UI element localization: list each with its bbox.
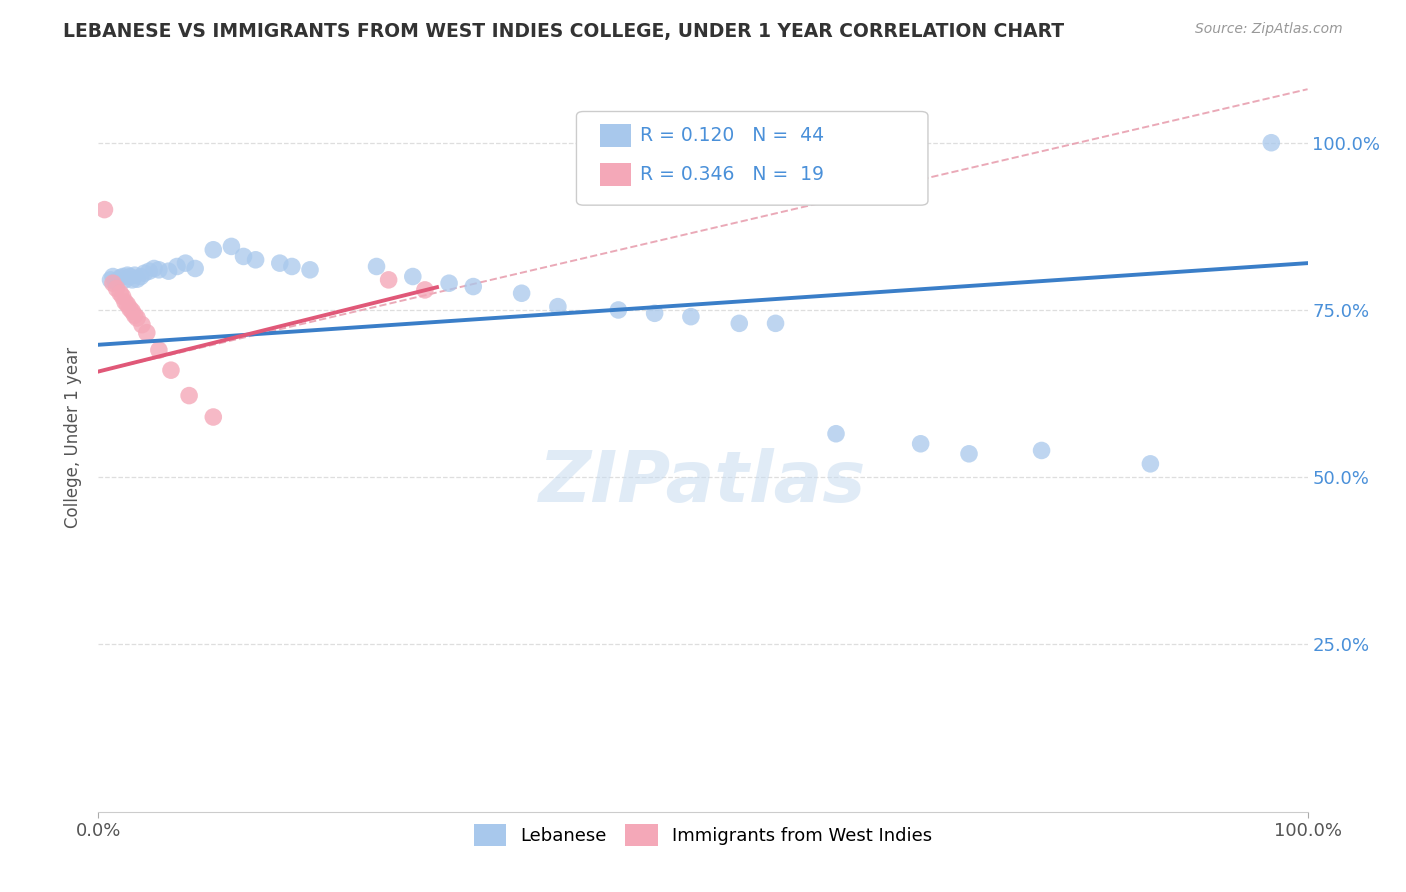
Y-axis label: College, Under 1 year: College, Under 1 year (65, 346, 83, 528)
Point (148, 263, 170, 277)
Point (111, 289, 134, 303)
Point (117, 268, 139, 282)
Point (402, 269, 425, 284)
Point (184, 261, 207, 276)
Point (437, 277, 460, 291)
Point (1139, 457, 1161, 471)
Point (127, 272, 149, 286)
Point (104, 275, 127, 289)
Text: Source: ZipAtlas.com: Source: ZipAtlas.com (1195, 22, 1343, 37)
Point (232, 250, 254, 264)
Point (644, 306, 666, 320)
Point (174, 256, 197, 270)
Point (118, 301, 141, 316)
Point (138, 264, 160, 278)
Point (124, 309, 146, 323)
Point (1260, 136, 1282, 150)
Text: ZIPatlas: ZIPatlas (540, 448, 866, 516)
Point (118, 269, 141, 284)
Point (114, 273, 136, 287)
Point (679, 310, 702, 324)
Point (281, 260, 304, 274)
Point (108, 271, 131, 285)
Point (607, 303, 630, 318)
Point (825, 426, 848, 441)
Point (299, 263, 322, 277)
Point (129, 269, 152, 284)
Text: LEBANESE VS IMMIGRANTS FROM WEST INDIES COLLEGE, UNDER 1 YEAR CORRELATION CHART: LEBANESE VS IMMIGRANTS FROM WEST INDIES … (63, 22, 1064, 41)
Point (728, 317, 751, 331)
Point (910, 436, 932, 450)
Point (160, 363, 183, 377)
Point (269, 256, 291, 270)
Point (463, 279, 485, 293)
Point (221, 239, 243, 253)
Point (157, 264, 180, 278)
Text: R = 0.346   N =  19: R = 0.346 N = 19 (640, 165, 824, 185)
Point (127, 311, 149, 326)
Point (93, 202, 115, 217)
Point (134, 266, 156, 280)
Point (413, 283, 436, 297)
Legend: Lebanese, Immigrants from West Indies: Lebanese, Immigrants from West Indies (465, 815, 941, 855)
Point (957, 447, 980, 461)
Point (101, 277, 124, 291)
Point (121, 273, 143, 287)
Point (202, 410, 225, 425)
Point (166, 260, 188, 274)
Point (510, 286, 533, 301)
Point (202, 243, 225, 257)
Point (179, 389, 201, 403)
Point (245, 252, 267, 267)
Point (131, 318, 153, 332)
Point (1031, 443, 1053, 458)
Point (114, 294, 136, 310)
Point (377, 273, 399, 287)
Point (111, 269, 134, 284)
Point (143, 261, 166, 276)
Point (366, 260, 388, 274)
Point (765, 317, 787, 331)
Text: R = 0.120   N =  44: R = 0.120 N = 44 (640, 126, 824, 145)
Point (135, 326, 157, 340)
Point (547, 300, 569, 314)
Point (105, 282, 128, 296)
Point (117, 297, 139, 311)
Point (124, 268, 146, 282)
Point (121, 304, 143, 318)
Point (108, 286, 131, 301)
Point (100, 273, 122, 287)
Point (148, 343, 170, 358)
Point (101, 269, 124, 284)
